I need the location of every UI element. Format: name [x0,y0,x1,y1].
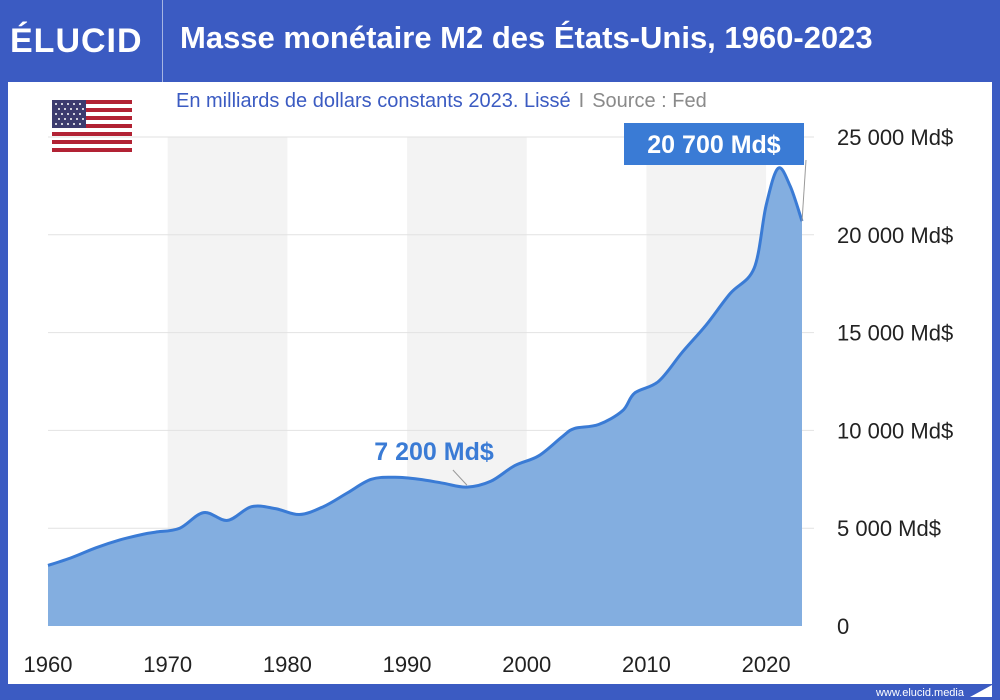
elucid-logo[interactable]: ÉLUCID [10,21,143,60]
y-tick-label: 10 000 Md$ [837,418,953,443]
x-tick-label: 2020 [742,652,791,677]
x-tick-label: 2010 [622,652,671,677]
annotation-leader [452,469,468,486]
annotation-leader [801,159,807,222]
m2-area [48,167,802,626]
annotation-label: 7 200 Md$ [374,438,494,466]
y-tick-label: 5 000 Md$ [837,516,941,541]
us-flag-icon [52,100,132,152]
y-tick-label: 0 [837,614,849,639]
header: ÉLUCID Masse monétaire M2 des États-Unis… [0,0,1000,82]
x-tick-label: 2000 [502,652,551,677]
subtitle-separator: I [578,90,585,112]
x-tick-label: 1990 [383,652,432,677]
y-tick-label: 15 000 Md$ [837,321,953,346]
elucid-mark-icon [970,685,992,697]
subtitle-text: En milliards de dollars constants 2023. … [176,90,571,112]
page-title: Masse monétaire M2 des États-Unis, 1960-… [180,20,873,55]
annotation-label: 20 700 Md$ [647,131,781,159]
header-divider [162,0,163,82]
y-tick-label: 25 000 Md$ [837,125,953,150]
m2-series-line [47,166,804,567]
y-tick-label: 20 000 Md$ [837,223,953,248]
x-tick-label: 1980 [263,652,312,677]
chart-subtitle: En milliards de dollars constants 2023. … [176,90,707,113]
x-tick-label: 1960 [24,652,73,677]
source-text: Source : Fed [592,90,707,112]
x-tick-label: 1970 [143,652,192,677]
annotation-box [624,123,804,165]
footer-website[interactable]: www.elucid.media [875,687,964,699]
